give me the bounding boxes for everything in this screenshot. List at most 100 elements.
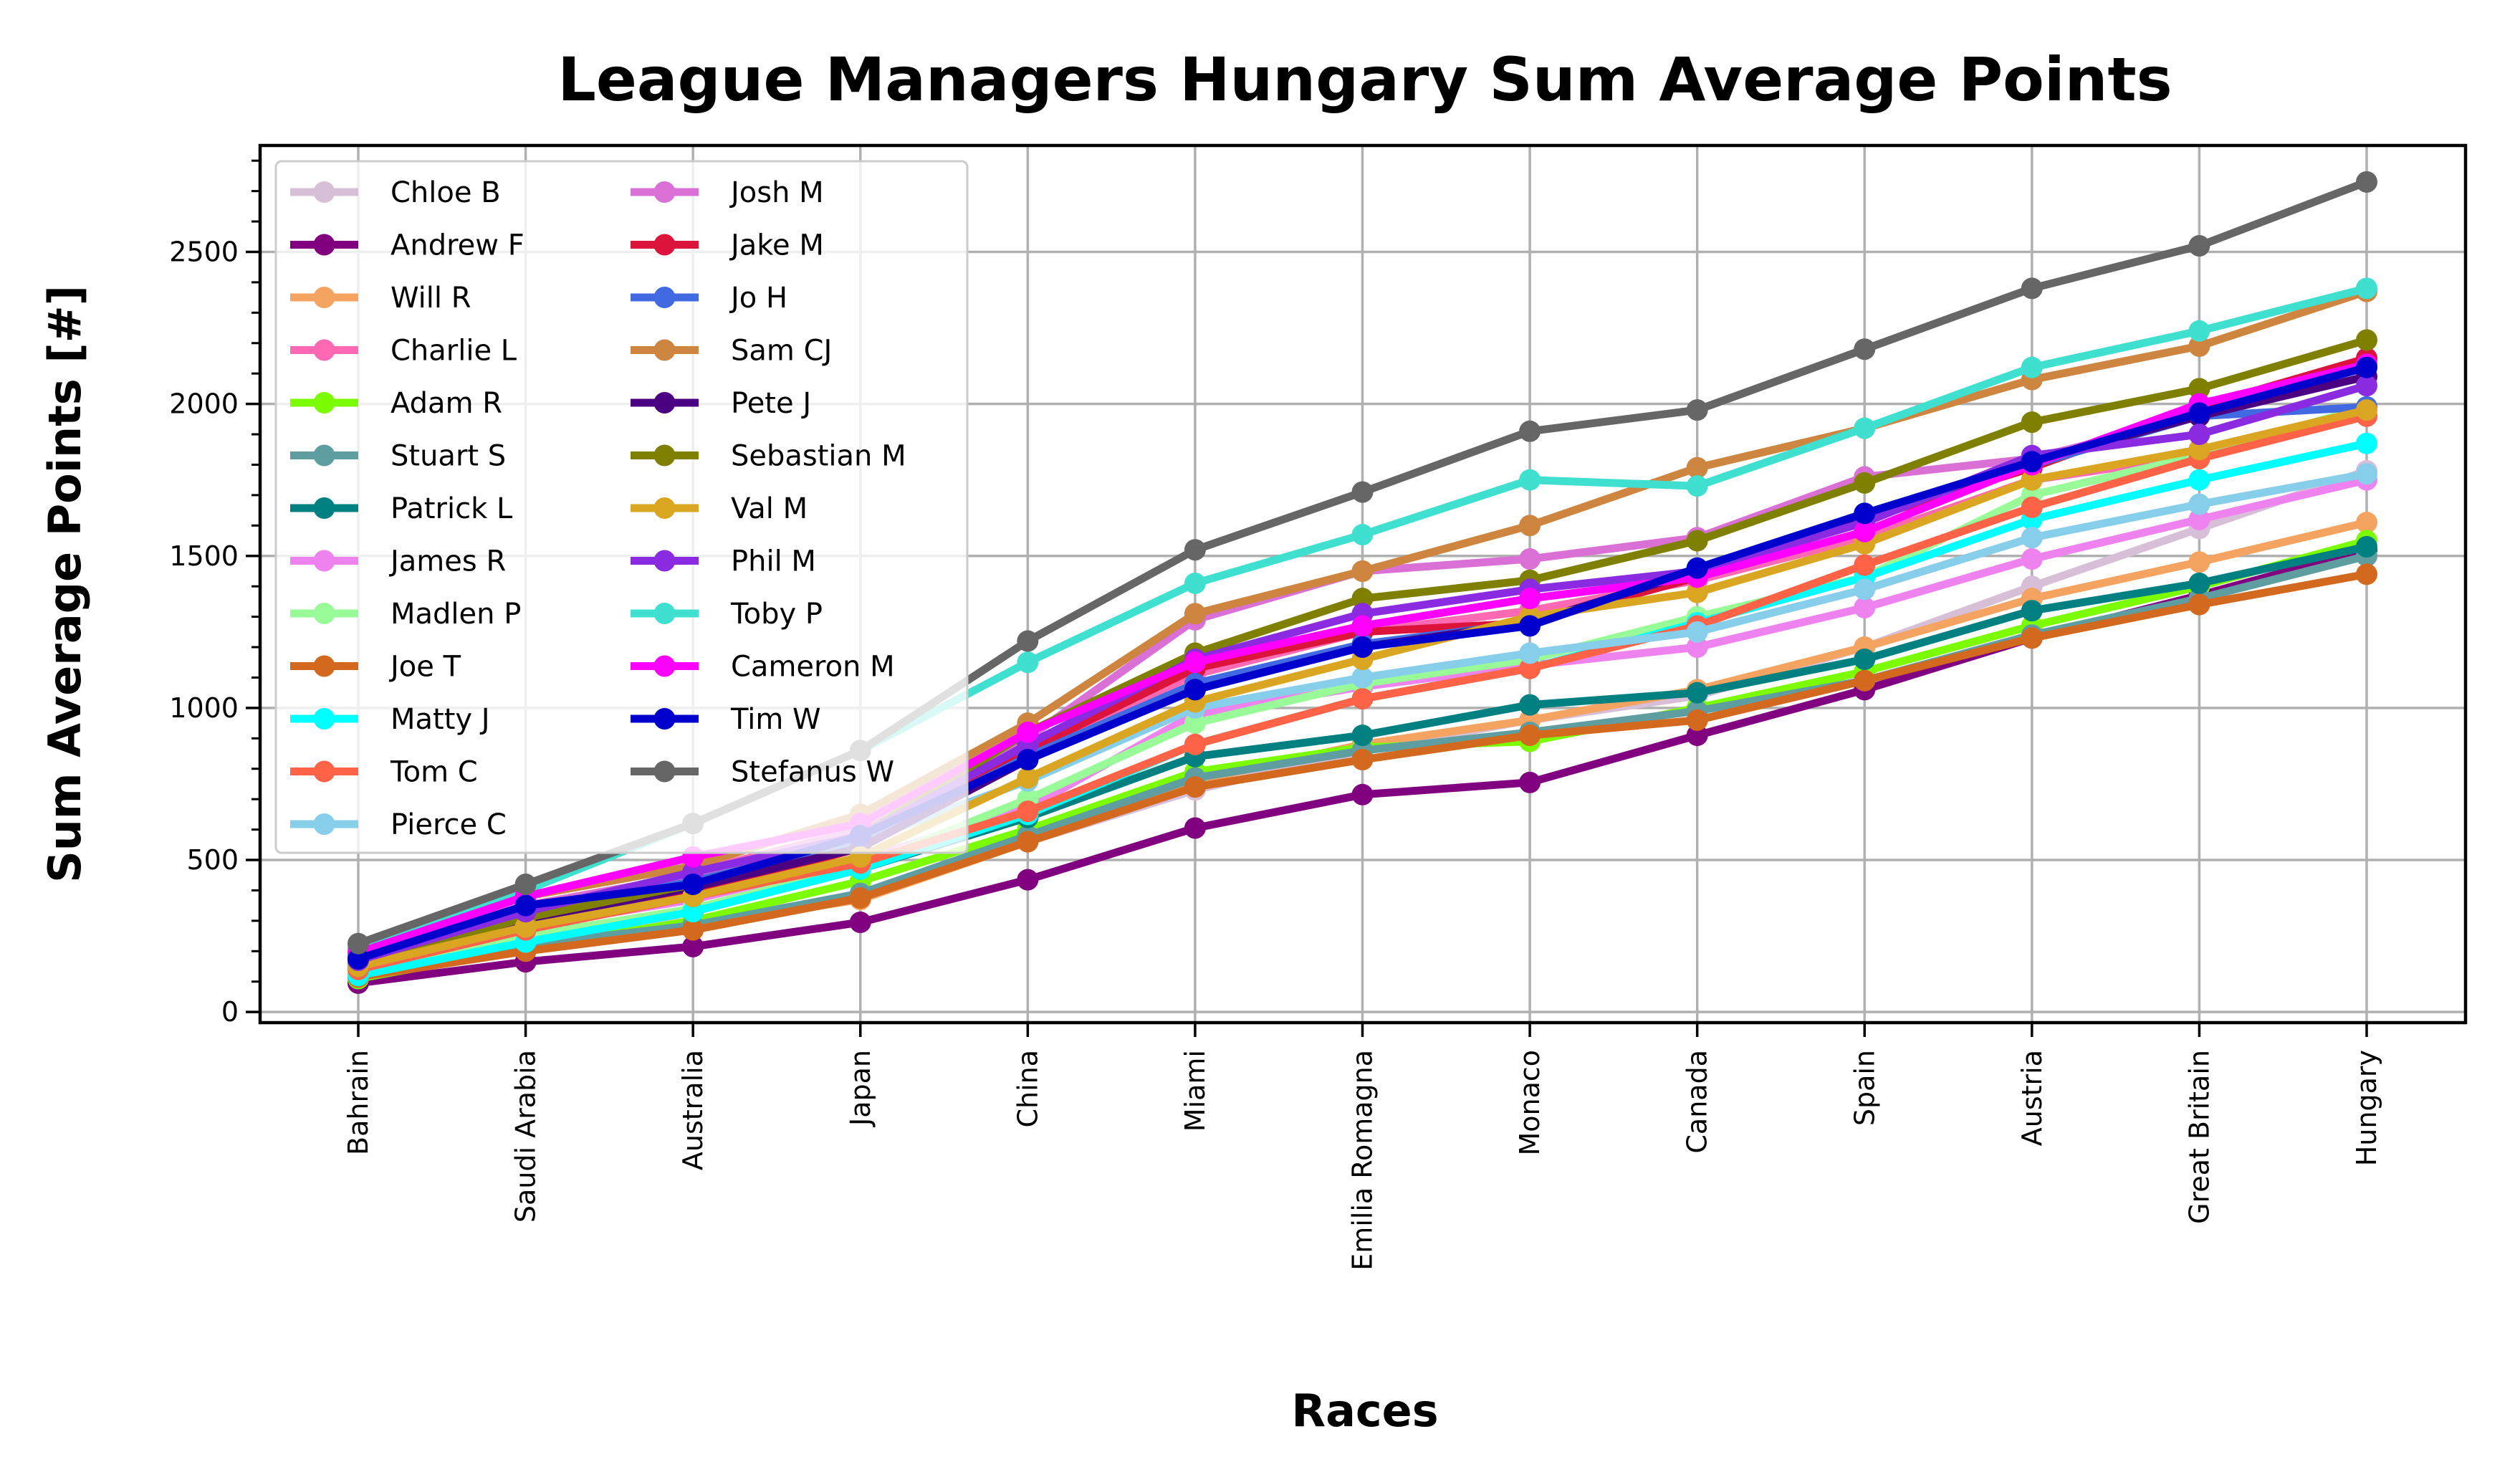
legend-label: Will R xyxy=(391,282,471,315)
data-point-andrew-f xyxy=(1184,817,1206,839)
legend-item-jo-h: Jo H xyxy=(631,282,787,315)
legend-label: Andrew F xyxy=(391,229,524,262)
data-point-tim-w xyxy=(2021,451,2043,473)
legend-item-sebastian-m: Sebastian M xyxy=(631,440,906,473)
legend-item-cameron-m: Cameron M xyxy=(631,651,895,684)
legend-label: Jake M xyxy=(729,229,824,262)
data-point-pierce-c xyxy=(1854,578,1876,601)
legend-swatch-marker xyxy=(313,392,335,413)
legend-item-chloe-b: Chloe B xyxy=(290,176,501,209)
legend: Chloe B Andrew F Will R Charlie L Adam R Stua… xyxy=(274,160,969,854)
data-point-sebastian-m xyxy=(2021,411,2043,434)
legend-swatch-marker xyxy=(313,708,335,730)
data-point-val-m xyxy=(2188,439,2210,461)
data-point-joe-t xyxy=(1854,669,1876,692)
legend-label: Madlen P xyxy=(391,598,521,631)
data-point-val-m xyxy=(2021,469,2043,491)
x-tick-label: Miami xyxy=(1179,1050,1211,1132)
data-point-andrew-f xyxy=(1351,783,1374,805)
data-point-phil-m xyxy=(2356,375,2377,397)
data-point-tom-c xyxy=(1519,657,1541,679)
data-point-tim-w xyxy=(514,894,537,917)
x-tick-label: Austria xyxy=(2016,1050,2048,1146)
data-point-phil-m xyxy=(2188,424,2210,446)
legend-item-pierce-c: Pierce C xyxy=(290,808,507,841)
legend-item-tim-w: Tim W xyxy=(631,703,821,736)
legend-item-pete-j: Pete J xyxy=(631,387,811,420)
x-axis-label: Races xyxy=(1291,1385,1438,1437)
legend-swatch-marker xyxy=(653,444,676,467)
legend-item-madlen-p: Madlen P xyxy=(290,598,521,631)
x-axis: Bahrain Saudi Arabia Australia Japan China Mi… xyxy=(342,1023,2382,1271)
legend-item-will-r: Will R xyxy=(290,282,471,315)
legend-label: Sam CJ xyxy=(731,335,832,368)
data-point-tim-w xyxy=(682,873,704,895)
legend-swatch-marker xyxy=(653,181,676,203)
data-point-james-r xyxy=(2021,548,2043,570)
data-point-pierce-c xyxy=(1686,621,1708,643)
data-point-pierce-c xyxy=(1351,666,1374,689)
legend-label: Joe T xyxy=(388,651,461,684)
data-point-stefanus-w xyxy=(2356,171,2377,193)
legend-label: Pete J xyxy=(731,387,811,420)
data-point-toby-p xyxy=(1686,475,1708,497)
data-point-tim-w xyxy=(1017,749,1039,771)
legend-label: Toby P xyxy=(730,598,823,631)
legend-item-patrick-l: Patrick L xyxy=(290,492,513,525)
data-point-stefanus-w xyxy=(1017,630,1039,652)
y-tick-label: 0 xyxy=(221,996,239,1028)
legend-item-jake-m: Jake M xyxy=(631,229,824,262)
data-point-joe-t xyxy=(2356,563,2377,585)
data-point-tom-c xyxy=(2021,496,2043,518)
legend-swatch-marker xyxy=(653,287,676,308)
data-point-cameron-m xyxy=(1184,651,1206,674)
data-point-toby-p xyxy=(1519,469,1541,491)
y-tick-label: 1000 xyxy=(169,692,239,724)
data-point-sebastian-m xyxy=(2188,378,2210,400)
x-tick-label: Canada xyxy=(1682,1050,1713,1154)
legend-label: James R xyxy=(388,545,506,578)
data-point-stefanus-w xyxy=(1519,420,1541,442)
x-tick-label: Hungary xyxy=(2351,1050,2382,1166)
data-point-joe-t xyxy=(1184,776,1206,798)
data-point-val-m xyxy=(514,916,537,938)
legend-item-james-r: James R xyxy=(290,545,506,578)
data-point-patrick-l xyxy=(1854,649,1876,671)
legend-swatch-marker xyxy=(313,287,335,308)
data-point-james-r xyxy=(2188,508,2210,530)
data-point-stefanus-w xyxy=(348,932,369,955)
chart-title: League Managers Hungary Sum Average Poin… xyxy=(557,44,2172,115)
legend-swatch-marker xyxy=(313,181,335,203)
data-point-stefanus-w xyxy=(1686,399,1708,421)
data-point-will-r xyxy=(2356,512,2377,534)
x-tick-label: Japan xyxy=(845,1050,876,1127)
x-tick-label: China xyxy=(1012,1050,1043,1128)
x-tick-label: Bahrain xyxy=(342,1050,374,1155)
legend-swatch-marker xyxy=(653,708,676,730)
data-point-tom-c xyxy=(1184,733,1206,755)
data-point-toby-p xyxy=(1184,572,1206,594)
data-point-andrew-f xyxy=(1519,771,1541,793)
legend-swatch-marker xyxy=(313,497,335,519)
data-point-stefanus-w xyxy=(1351,481,1374,503)
legend-swatch-marker xyxy=(653,550,676,572)
data-point-sebastian-m xyxy=(1854,472,1876,494)
legend-item-charlie-l: Charlie L xyxy=(290,335,517,368)
data-point-tim-w xyxy=(1854,502,1876,525)
data-point-madlen-p xyxy=(1184,712,1206,735)
y-tick-label: 2000 xyxy=(169,388,239,420)
data-point-matty-j xyxy=(682,901,704,923)
data-point-val-m xyxy=(1017,767,1039,789)
data-point-matty-j xyxy=(2356,432,2377,454)
data-point-joe-t xyxy=(1351,749,1374,771)
data-point-sam-cj xyxy=(1351,560,1374,582)
data-point-stefanus-w xyxy=(1854,338,1876,360)
data-point-joe-t xyxy=(2021,627,2043,649)
data-point-andrew-f xyxy=(682,935,704,957)
data-point-toby-p xyxy=(2356,277,2377,300)
data-point-tom-c xyxy=(1351,688,1374,710)
legend-label: Phil M xyxy=(731,545,816,578)
legend-item-stuart-s: Stuart S xyxy=(290,440,506,473)
